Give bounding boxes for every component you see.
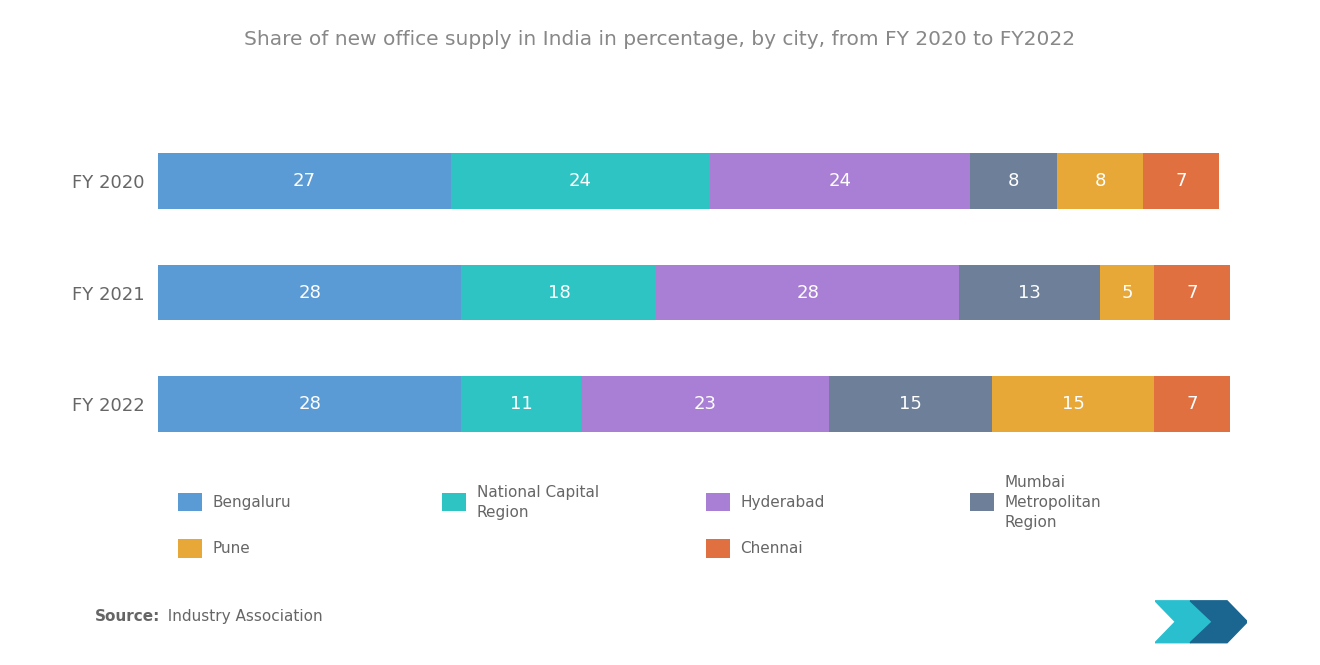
Text: 8: 8 (1094, 172, 1106, 190)
Bar (462, 376, 581, 432)
Bar (960, 265, 1100, 321)
Text: Chennai: Chennai (741, 541, 803, 556)
Text: 11: 11 (510, 395, 532, 413)
Bar (1057, 153, 1143, 209)
Text: Region: Region (1005, 515, 1057, 529)
Text: 15: 15 (899, 395, 923, 413)
Text: 24: 24 (829, 172, 851, 190)
Bar (829, 376, 991, 432)
Bar (656, 265, 960, 321)
Bar (158, 153, 450, 209)
Text: Industry Association: Industry Association (158, 608, 323, 624)
Text: Share of new office supply in India in percentage, by city, from FY 2020 to FY20: Share of new office supply in India in p… (244, 30, 1076, 49)
Text: 13: 13 (1018, 283, 1041, 302)
Text: 27: 27 (293, 172, 315, 190)
Text: 28: 28 (298, 283, 321, 302)
Bar (710, 153, 970, 209)
Bar (158, 376, 462, 432)
Bar (1154, 376, 1230, 432)
Text: 7: 7 (1187, 395, 1197, 413)
Text: 28: 28 (796, 283, 820, 302)
Bar (991, 376, 1154, 432)
Polygon shape (1191, 601, 1247, 642)
Bar (1100, 265, 1154, 321)
Text: Hyderabad: Hyderabad (741, 495, 825, 509)
Bar (450, 153, 710, 209)
Bar (581, 376, 829, 432)
Text: 7: 7 (1176, 172, 1187, 190)
Text: Pune: Pune (213, 541, 251, 556)
Text: National Capital: National Capital (477, 485, 599, 499)
Text: 18: 18 (548, 283, 570, 302)
Text: Region: Region (477, 505, 529, 519)
Polygon shape (1155, 601, 1212, 642)
Text: Source:: Source: (95, 608, 161, 624)
Text: 24: 24 (569, 172, 593, 190)
Bar (158, 265, 462, 321)
Text: 7: 7 (1187, 283, 1197, 302)
Text: Metropolitan: Metropolitan (1005, 495, 1101, 509)
Text: 15: 15 (1061, 395, 1085, 413)
Text: Mumbai: Mumbai (1005, 475, 1065, 489)
Bar (1154, 265, 1230, 321)
Text: 28: 28 (298, 395, 321, 413)
Text: 23: 23 (693, 395, 717, 413)
Text: 8: 8 (1007, 172, 1019, 190)
Bar (1143, 153, 1220, 209)
Bar (462, 265, 656, 321)
Text: Bengaluru: Bengaluru (213, 495, 292, 509)
Text: 5: 5 (1122, 283, 1133, 302)
Bar (970, 153, 1057, 209)
